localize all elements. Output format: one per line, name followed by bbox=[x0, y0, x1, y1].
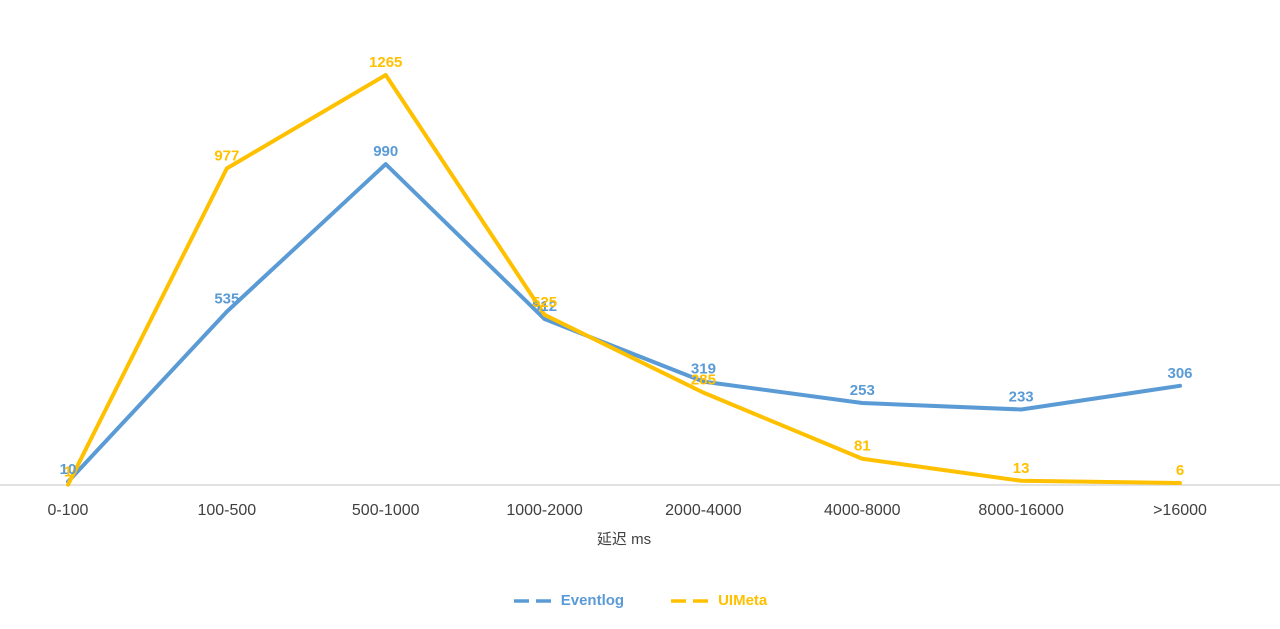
data-label-uimeta: 1 bbox=[64, 464, 72, 481]
x-tick-label: >16000 bbox=[1153, 502, 1207, 519]
x-axis-title: 延迟 ms bbox=[596, 531, 652, 548]
legend-item-uimeta: UIMeta bbox=[670, 592, 767, 609]
data-label-eventlog: 535 bbox=[214, 291, 239, 308]
data-label-eventlog: 990 bbox=[373, 143, 398, 160]
data-label-uimeta: 1265 bbox=[369, 54, 402, 71]
data-label-eventlog: 319 bbox=[691, 361, 716, 378]
legend-item-eventlog: Eventlog bbox=[513, 592, 624, 609]
data-label-uimeta: 13 bbox=[1013, 460, 1030, 477]
data-label-eventlog: 306 bbox=[1167, 365, 1192, 382]
x-tick-label: 1000-2000 bbox=[506, 502, 583, 519]
x-tick-label: 100-500 bbox=[197, 502, 256, 519]
data-label-uimeta: 525 bbox=[532, 294, 557, 311]
data-label-eventlog: 233 bbox=[1009, 388, 1034, 405]
data-label-eventlog: 10 bbox=[60, 461, 77, 478]
data-label-uimeta: 977 bbox=[214, 147, 239, 164]
x-tick-label: 4000-8000 bbox=[824, 502, 901, 519]
data-label-eventlog: 253 bbox=[850, 382, 875, 399]
series-line-uimeta bbox=[66, 73, 1182, 487]
legend-label-uimeta: UIMeta bbox=[718, 592, 768, 609]
x-tick-label: 500-1000 bbox=[352, 502, 420, 519]
x-tick-label: 2000-4000 bbox=[665, 502, 742, 519]
legend: Eventlog UIMeta bbox=[0, 592, 1280, 609]
data-label-uimeta: 6 bbox=[1176, 462, 1184, 479]
data-label-uimeta: 81 bbox=[854, 438, 871, 455]
uimeta-line-swatch bbox=[671, 598, 710, 603]
eventlog-line-swatch bbox=[513, 598, 552, 603]
series-line-eventlog bbox=[66, 162, 1182, 484]
data-label-eventlog: 512 bbox=[532, 298, 557, 315]
x-tick-label: 8000-16000 bbox=[978, 502, 1064, 519]
legend-label-eventlog: Eventlog bbox=[560, 592, 625, 609]
data-label-uimeta: 285 bbox=[691, 372, 716, 389]
x-tick-label: 0-100 bbox=[48, 502, 89, 519]
